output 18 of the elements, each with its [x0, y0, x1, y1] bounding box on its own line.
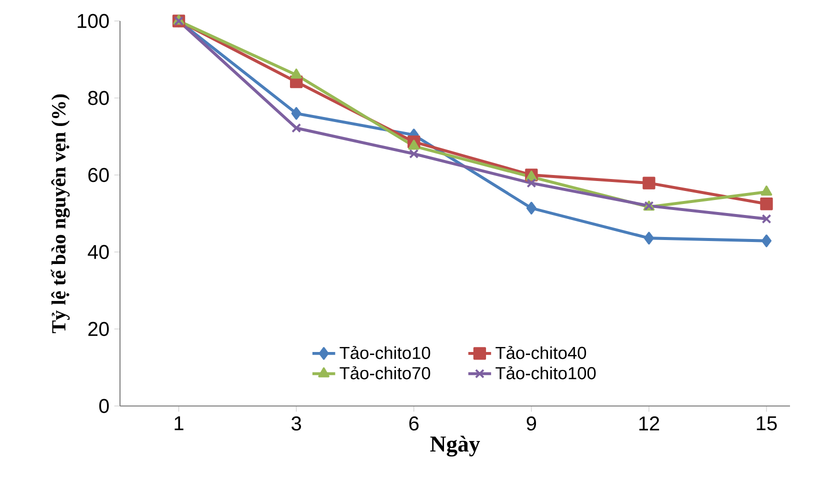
- y-tick-label: 20: [88, 322, 109, 336]
- x-tick-label: 9: [526, 416, 536, 431]
- legend-label: Tảo-chito70: [340, 366, 430, 380]
- y-tick-label: 60: [88, 168, 109, 182]
- x-axis-title: Ngày: [430, 436, 480, 456]
- x-tick-label: 12: [639, 416, 660, 430]
- y-tick-label: 80: [88, 90, 109, 106]
- y-tick-label: 40: [88, 244, 109, 260]
- y-tick-label: 0: [99, 398, 109, 414]
- y-tick-label: 100: [78, 14, 109, 28]
- legend-label: Tảo-chito40: [496, 346, 586, 360]
- x-tick-label: 3: [292, 416, 302, 431]
- x-tick-label: 6: [409, 416, 419, 431]
- x-tick-label: 1: [174, 416, 184, 430]
- x-tick-label: 15: [756, 416, 777, 430]
- legend-label: Tảo-chito10: [340, 346, 430, 360]
- y-axis-title: Tỷ lệ tế bào nguyên vẹn (%): [50, 94, 70, 334]
- legend-label: Tảo-chito100: [496, 366, 596, 380]
